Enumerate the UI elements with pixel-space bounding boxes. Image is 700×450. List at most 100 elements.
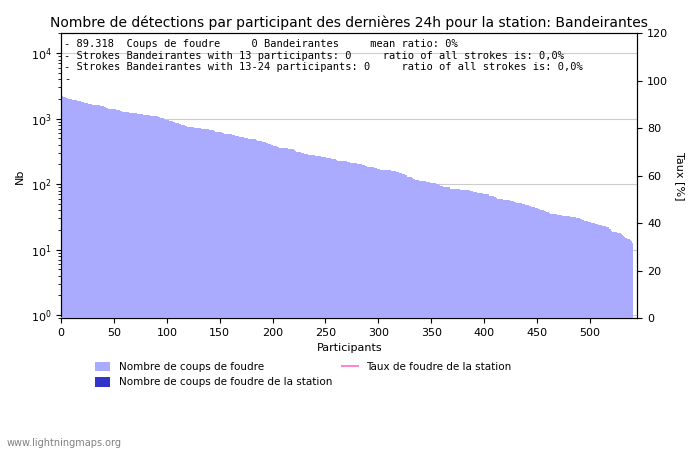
Bar — [564, 216, 565, 450]
Bar — [592, 223, 594, 450]
Bar — [447, 187, 449, 450]
Bar — [459, 189, 461, 450]
Bar — [405, 175, 407, 450]
Bar — [91, 104, 92, 450]
Bar — [262, 142, 264, 450]
Bar — [275, 146, 276, 450]
Bar — [382, 170, 383, 450]
Bar — [374, 168, 376, 450]
Bar — [529, 206, 530, 450]
Bar — [510, 201, 511, 450]
Bar — [361, 164, 362, 450]
Bar — [268, 144, 269, 450]
Bar — [478, 193, 480, 450]
Bar — [64, 97, 65, 450]
Bar — [586, 221, 587, 450]
Bar — [385, 170, 386, 450]
Bar — [155, 117, 157, 450]
Bar — [332, 159, 333, 450]
Bar — [197, 128, 198, 450]
Bar — [179, 124, 180, 450]
Bar — [293, 149, 294, 450]
Bar — [401, 173, 402, 450]
Bar — [324, 157, 325, 450]
Bar — [475, 192, 476, 450]
Bar — [536, 208, 538, 450]
Bar — [66, 98, 67, 450]
Bar — [144, 115, 145, 450]
Bar — [450, 189, 451, 450]
Bar — [65, 98, 66, 450]
Bar — [598, 225, 599, 450]
Bar — [578, 218, 579, 450]
Bar — [366, 166, 368, 450]
Bar — [616, 232, 617, 450]
Bar — [517, 203, 519, 450]
Bar — [328, 158, 329, 450]
Bar — [125, 112, 126, 450]
Bar — [463, 190, 465, 450]
Bar — [335, 160, 337, 450]
Bar — [188, 127, 190, 450]
Bar — [430, 183, 432, 450]
Bar — [178, 123, 179, 450]
Bar — [298, 152, 300, 450]
Bar — [397, 172, 398, 450]
Bar — [495, 197, 496, 450]
Bar — [62, 95, 63, 450]
Bar — [151, 116, 153, 450]
Bar — [348, 162, 349, 450]
Bar — [215, 131, 216, 450]
Bar — [571, 216, 573, 450]
Bar — [238, 136, 239, 450]
Bar — [556, 215, 558, 450]
Bar — [544, 211, 545, 450]
Bar — [582, 220, 583, 450]
Bar — [480, 193, 482, 450]
Bar — [466, 190, 467, 450]
Bar — [530, 206, 531, 450]
Bar — [372, 167, 374, 450]
Bar — [384, 170, 385, 450]
Bar — [208, 130, 209, 450]
Bar — [138, 114, 139, 450]
Bar — [177, 123, 178, 450]
Bar — [204, 129, 206, 450]
Bar — [500, 199, 502, 450]
Bar — [417, 180, 418, 450]
Bar — [234, 135, 235, 450]
Bar — [626, 238, 627, 450]
Bar — [225, 134, 227, 450]
Bar — [484, 194, 486, 450]
Bar — [596, 224, 597, 450]
Bar — [266, 143, 267, 450]
Bar — [362, 165, 363, 450]
Bar — [83, 102, 84, 450]
Bar — [486, 194, 488, 450]
Bar — [157, 117, 158, 450]
Bar — [387, 170, 388, 450]
Bar — [494, 197, 495, 450]
Bar — [419, 180, 420, 450]
Bar — [146, 115, 147, 450]
Bar — [172, 122, 173, 450]
Bar — [203, 129, 204, 450]
Bar — [195, 128, 196, 450]
Bar — [318, 156, 320, 450]
Bar — [102, 106, 103, 450]
Bar — [72, 99, 74, 450]
Bar — [333, 159, 335, 450]
Bar — [620, 234, 621, 450]
Bar — [597, 224, 598, 450]
Bar — [594, 223, 595, 450]
Bar — [496, 198, 498, 450]
Bar — [507, 200, 508, 450]
Bar — [320, 157, 321, 450]
Bar — [285, 148, 286, 450]
Bar — [400, 173, 401, 450]
Bar — [253, 139, 254, 450]
Bar — [519, 203, 521, 450]
Bar — [148, 115, 149, 450]
Bar — [200, 128, 201, 450]
Title: Nombre de détections par participant des dernières 24h pour la station: Bandeira: Nombre de détections par participant des… — [50, 15, 648, 30]
